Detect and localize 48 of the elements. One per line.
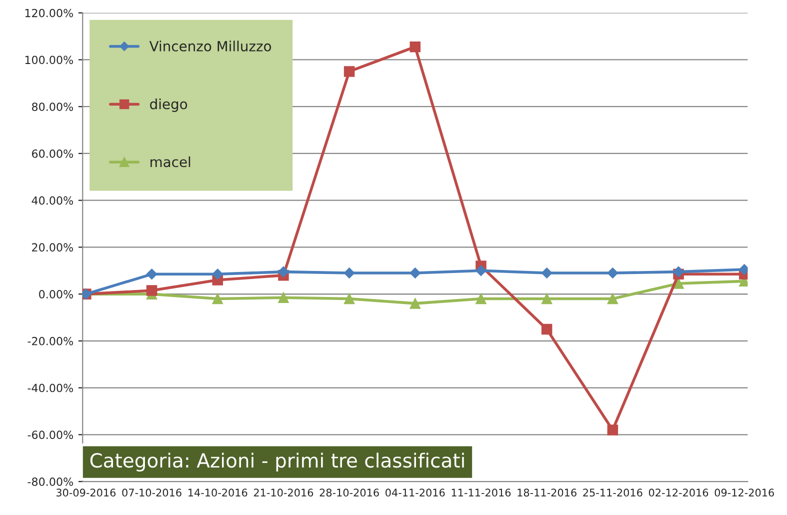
point <box>476 265 486 276</box>
annotation: Categoria: Azioni - primi tre classificati <box>90 452 464 472</box>
point <box>541 293 552 304</box>
point <box>607 293 618 304</box>
point <box>410 41 421 52</box>
point <box>607 268 618 278</box>
point <box>278 292 289 303</box>
x-tick-label: 11-11-2016 <box>452 488 511 497</box>
point <box>410 298 421 309</box>
y-tick-label: 100.00% <box>25 56 73 64</box>
y-tick-label: 20.00% <box>32 243 73 252</box>
point <box>344 268 355 278</box>
point <box>146 285 158 296</box>
legend-label: macel <box>150 156 190 168</box>
y-tick-label: -40.00% <box>28 384 73 392</box>
y-tick-label: 120.00% <box>25 8 73 18</box>
y-tick-label: -80.00% <box>28 478 73 486</box>
x-tick-label: 28-10-2016 <box>320 488 379 497</box>
x-tick-label: 07-10-2016 <box>122 488 182 497</box>
point <box>212 293 223 304</box>
point <box>673 278 684 289</box>
x-tick-label: 04-11-2016 <box>386 488 445 497</box>
point <box>541 324 552 335</box>
x-tick-label: 09-12-2016 <box>714 488 774 497</box>
point <box>344 293 355 304</box>
x-tick-label: 25-11-2016 <box>583 488 642 497</box>
x-tick-label: 21-10-2016 <box>254 488 314 497</box>
point <box>344 66 355 77</box>
x-tick-label: 30-09-2016 <box>56 488 116 497</box>
y-tick-label: 0.00% <box>39 290 73 298</box>
x-tick-label: 14-10-2016 <box>188 488 248 497</box>
x-tick-label: 02-12-2016 <box>648 488 708 497</box>
legend-label: Vincenzo Milluzzo <box>149 40 272 52</box>
point <box>673 266 684 278</box>
x-tick-label: 18-11-2016 <box>518 488 576 497</box>
point <box>212 268 224 280</box>
legend-label: diego <box>150 98 188 112</box>
point <box>278 266 289 278</box>
y-tick-label: 40.00% <box>32 196 73 205</box>
point <box>607 424 618 436</box>
point <box>476 293 486 304</box>
y-tick-label: -20.00% <box>28 336 73 346</box>
y-tick-label: -60.00% <box>28 430 73 440</box>
point <box>541 268 552 278</box>
y-tick-label: 60.00% <box>32 149 73 158</box>
point <box>146 268 158 280</box>
y-tick-label: 80.00% <box>32 102 73 111</box>
point <box>410 268 421 278</box>
